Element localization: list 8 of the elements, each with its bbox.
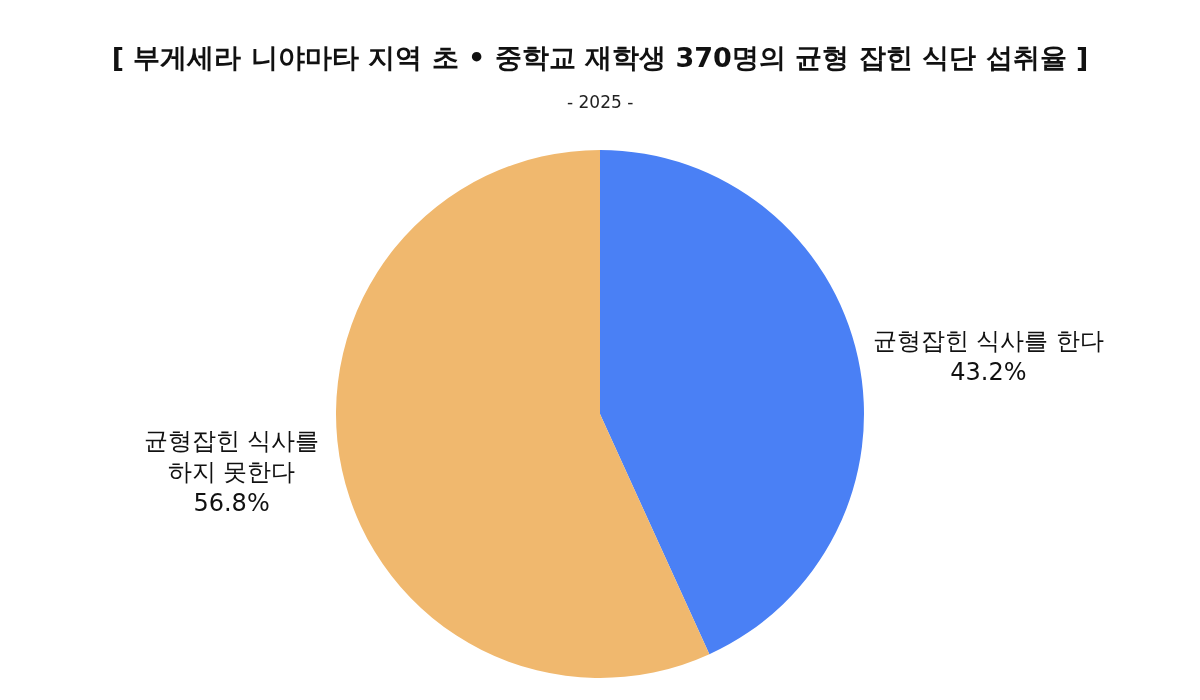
data-label: 56.8% <box>193 489 270 518</box>
pie-slice <box>600 150 864 655</box>
pie-slice <box>336 150 710 678</box>
chart-title: [ 부게세라 니야마타 지역 초 • 중학교 재학생 370명의 균형 잡힌 식단 섭취율 ] <box>111 41 1089 73</box>
chart-subtitle: - 2025 - <box>567 92 634 112</box>
data-label: 43.2% <box>950 358 1027 387</box>
slice-label: 균형잡힌 식사를 한다 <box>872 327 1105 356</box>
slice-label: 균형잡힌 식사를 하지 못한다 <box>143 426 320 486</box>
